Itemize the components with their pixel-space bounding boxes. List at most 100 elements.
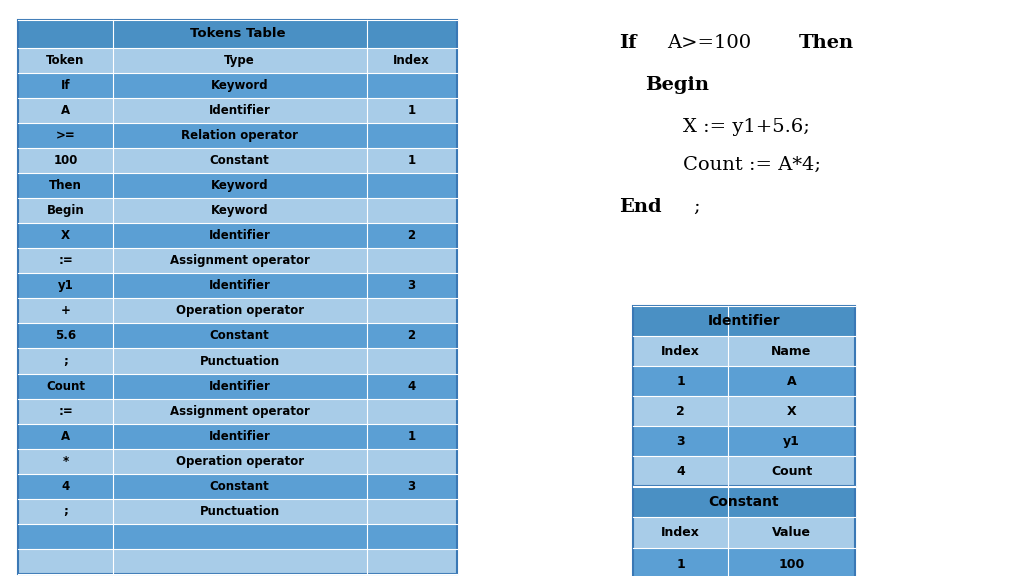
Bar	[18, 449, 457, 473]
Text: +: +	[60, 304, 71, 317]
Text: Identifier: Identifier	[209, 430, 270, 443]
Text: If: If	[60, 79, 71, 92]
Text: Begin: Begin	[645, 76, 709, 94]
Text: 5.6: 5.6	[55, 329, 76, 343]
Bar	[18, 248, 457, 274]
Text: If: If	[620, 34, 637, 52]
Text: 1: 1	[408, 430, 416, 443]
Text: :=: :=	[58, 404, 73, 418]
Bar	[18, 173, 457, 198]
Text: Constant: Constant	[709, 495, 779, 509]
Bar	[18, 298, 457, 324]
Bar	[18, 399, 457, 424]
Text: 1: 1	[676, 375, 685, 388]
Text: Keyword: Keyword	[211, 179, 268, 192]
Text: 4: 4	[61, 480, 70, 493]
Text: Index: Index	[393, 54, 430, 67]
Bar	[633, 517, 855, 548]
Text: X: X	[786, 405, 797, 418]
Text: Constant: Constant	[210, 154, 269, 167]
Bar	[18, 20, 457, 574]
Text: Identifier: Identifier	[209, 229, 270, 242]
Text: Identifier: Identifier	[209, 104, 270, 117]
Text: Index: Index	[662, 526, 699, 539]
Bar	[633, 456, 855, 486]
Text: Token: Token	[46, 54, 85, 67]
Text: *: *	[62, 454, 69, 468]
Text: Keyword: Keyword	[211, 79, 268, 92]
Bar	[633, 366, 855, 396]
Text: Begin: Begin	[47, 204, 84, 217]
Text: Assignment operator: Assignment operator	[170, 404, 309, 418]
Text: A: A	[61, 430, 70, 443]
Bar	[18, 48, 457, 73]
Bar	[18, 274, 457, 298]
Text: ;: ;	[693, 198, 699, 216]
Text: 3: 3	[676, 435, 685, 448]
Bar	[18, 424, 457, 449]
Bar	[18, 524, 457, 549]
Text: Value: Value	[772, 526, 811, 539]
Bar	[18, 98, 457, 123]
Bar	[18, 73, 457, 98]
Text: y1: y1	[783, 435, 800, 448]
Text: Count := A*4;: Count := A*4;	[683, 156, 821, 174]
Text: 2: 2	[408, 229, 416, 242]
Bar	[633, 396, 855, 426]
Text: A: A	[61, 104, 70, 117]
Bar	[633, 487, 855, 517]
Text: Identifier: Identifier	[209, 380, 270, 393]
Text: X := y1+5.6;: X := y1+5.6;	[683, 118, 810, 137]
Text: 1: 1	[408, 154, 416, 167]
Bar	[18, 223, 457, 248]
Bar	[633, 548, 855, 576]
Text: Constant: Constant	[210, 329, 269, 343]
Text: A>=100: A>=100	[667, 34, 751, 52]
Bar	[18, 499, 457, 524]
Text: 2: 2	[676, 405, 685, 418]
Text: Then: Then	[49, 179, 82, 192]
Text: 3: 3	[408, 480, 416, 493]
Text: Name: Name	[771, 345, 812, 358]
Bar	[18, 198, 457, 223]
Bar	[18, 148, 457, 173]
Text: y1: y1	[57, 279, 74, 293]
Text: Count: Count	[771, 465, 812, 478]
Bar	[633, 306, 855, 336]
Bar	[18, 473, 457, 499]
Text: 1: 1	[408, 104, 416, 117]
Text: Relation operator: Relation operator	[181, 129, 298, 142]
Text: Keyword: Keyword	[211, 204, 268, 217]
Text: Index: Index	[662, 345, 699, 358]
Bar	[633, 306, 855, 486]
Text: Punctuation: Punctuation	[200, 354, 280, 367]
Bar	[18, 123, 457, 148]
Text: Identifier: Identifier	[708, 314, 780, 328]
Text: Assignment operator: Assignment operator	[170, 254, 309, 267]
Bar	[18, 20, 457, 48]
Bar	[633, 336, 855, 366]
Text: 100: 100	[778, 558, 805, 571]
Text: 100: 100	[53, 154, 78, 167]
Text: :=: :=	[58, 254, 73, 267]
Text: 2: 2	[408, 329, 416, 343]
Text: End: End	[620, 198, 663, 216]
Text: Type: Type	[224, 54, 255, 67]
Text: A: A	[786, 375, 797, 388]
Text: Operation operator: Operation operator	[175, 304, 304, 317]
Text: Punctuation: Punctuation	[200, 505, 280, 518]
Text: Then: Then	[799, 34, 854, 52]
Bar	[18, 324, 457, 348]
Text: Identifier: Identifier	[209, 279, 270, 293]
Text: ;: ;	[63, 354, 68, 367]
Text: 3: 3	[408, 279, 416, 293]
Bar	[18, 374, 457, 399]
Bar	[633, 487, 855, 576]
Bar	[633, 426, 855, 456]
Bar	[18, 348, 457, 374]
Text: 1: 1	[676, 558, 685, 571]
Text: Operation operator: Operation operator	[175, 454, 304, 468]
Text: Count: Count	[46, 380, 85, 393]
Text: 4: 4	[676, 465, 685, 478]
Text: Constant: Constant	[210, 480, 269, 493]
